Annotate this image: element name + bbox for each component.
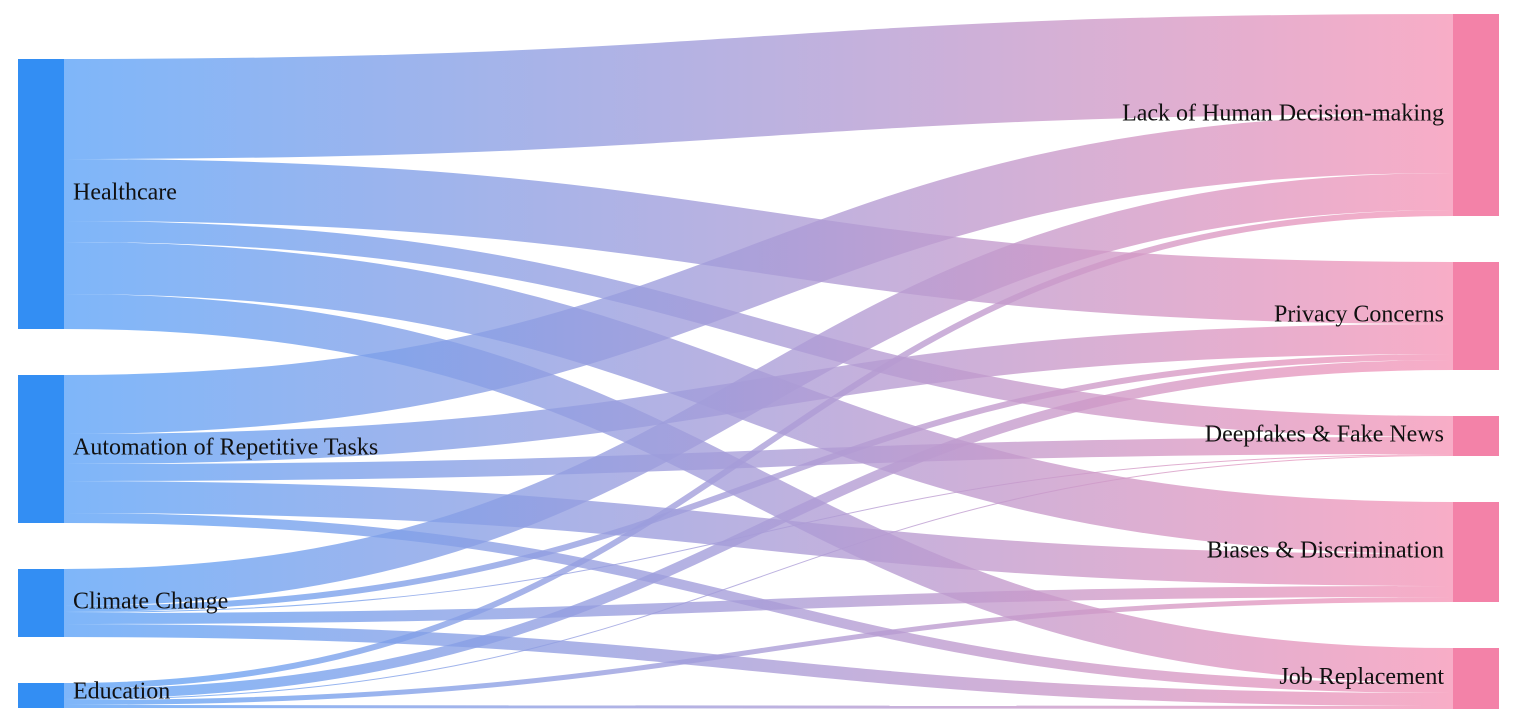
link-education-to-lack [63, 210, 1454, 689]
link-climate-to-privacy [63, 354, 1454, 612]
node-healthcare [18, 59, 64, 329]
link-climate-to-lack [63, 173, 1454, 606]
node-label-deepfakes: Deepfakes & Fake News [1205, 422, 1444, 448]
node-deepfakes [1453, 416, 1499, 456]
node-label-automation: Automation of Repetitive Tasks [73, 435, 378, 461]
link-healthcare-to-lack [63, 14, 1454, 159]
node-label-biases: Biases & Discrimination [1207, 538, 1444, 564]
node-climate [18, 569, 64, 637]
node-label-privacy: Privacy Concerns [1274, 302, 1444, 328]
link-automation-to-deepfakes [63, 437, 1454, 481]
node-label-healthcare: Healthcare [73, 180, 177, 206]
link-education-to-biases [63, 597, 1454, 705]
labels-layer: Healthcare Automation of Repetitive Tasks… [73, 101, 1444, 705]
node-education [18, 683, 64, 708]
node-lack [1453, 14, 1499, 216]
node-label-education: Education [73, 679, 170, 705]
link-climate-to-jobs [63, 624, 1454, 706]
link-education-to-deepfakes [63, 455, 1454, 700]
node-biases [1453, 502, 1499, 602]
nodes-layer [18, 14, 1499, 709]
node-label-climate: Climate Change [73, 589, 228, 615]
node-jobs [1453, 648, 1499, 709]
link-education-to-jobs [63, 705, 1454, 709]
node-label-lack: Lack of Human Decision-making [1122, 101, 1444, 127]
link-healthcare-to-jobs [63, 294, 1454, 683]
node-label-jobs: Job Replacement [1279, 664, 1444, 690]
link-climate-to-biases [63, 586, 1454, 624]
link-healthcare-to-privacy [63, 159, 1454, 324]
node-privacy [1453, 262, 1499, 370]
link-automation-to-lack [63, 114, 1454, 434]
node-automation [18, 375, 64, 523]
link-healthcare-to-deepfakes [63, 221, 1454, 437]
link-education-to-privacy [63, 360, 1454, 699]
links-layer [63, 14, 1454, 709]
